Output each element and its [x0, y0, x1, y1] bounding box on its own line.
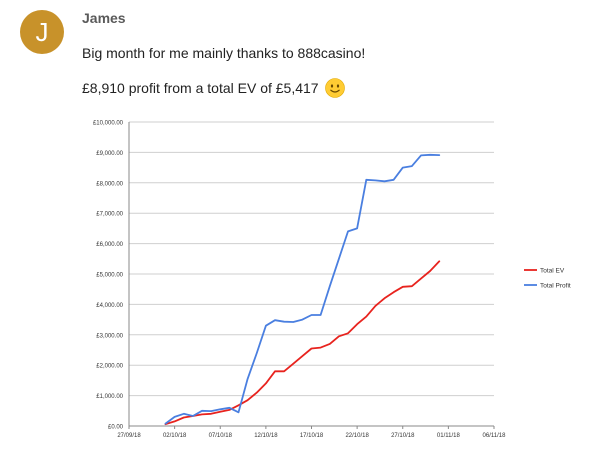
y-tick-label: £9,000.00 [96, 151, 123, 157]
series-line-total-profit [164, 153, 441, 425]
y-tick-label: £8,000.00 [96, 181, 123, 187]
x-tick-label: 02/10/18 [163, 433, 187, 439]
series-line-total-ev [164, 260, 441, 426]
profit-ev-line-chart: £0.00 £1,000.00 £2,000.00 £3,000.00 £4,000.0… [93, 121, 507, 440]
post-text-line-2: £8,910 profit from a total EV of £5,417 [82, 77, 346, 98]
y-tick-label: £3,000.00 [96, 333, 123, 339]
legend-label-total-ev: Total EV [540, 268, 565, 275]
author-name[interactable]: James [82, 10, 126, 26]
chart-legend: Total EV Total Profit [524, 268, 571, 290]
y-tick-label: £5,000.00 [96, 273, 123, 279]
x-tick-label: 01/11/18 [437, 433, 461, 439]
post-text-line-1: Big month for me mainly thanks to 888cas… [82, 45, 366, 61]
post-text-line-2-text: £8,910 profit from a total EV of £5,417 [82, 80, 319, 96]
x-tick-label: 12/10/18 [254, 433, 278, 439]
y-tick-label: £2,000.00 [96, 364, 123, 370]
y-tick-label: £7,000.00 [96, 212, 123, 218]
y-tick-label: £4,000.00 [96, 303, 123, 309]
x-tick-label: 22/10/18 [345, 433, 369, 439]
y-tick-label: £10,000.00 [93, 121, 124, 127]
x-tick-label: 27/10/18 [391, 433, 415, 439]
y-tick-label: £0.00 [108, 425, 124, 431]
x-tick-label: 06/11/18 [483, 433, 507, 439]
x-tick-label: 17/10/18 [300, 433, 324, 439]
y-tick-label: £6,000.00 [96, 242, 123, 248]
legend-label-total-profit: Total Profit [540, 283, 571, 290]
avatar[interactable]: J [20, 10, 64, 54]
x-tick-label: 27/09/18 [117, 433, 141, 439]
slightly-smiling-face-icon [325, 77, 346, 98]
x-tick-label: 07/10/18 [209, 433, 233, 439]
y-tick-label: £1,000.00 [96, 394, 123, 400]
